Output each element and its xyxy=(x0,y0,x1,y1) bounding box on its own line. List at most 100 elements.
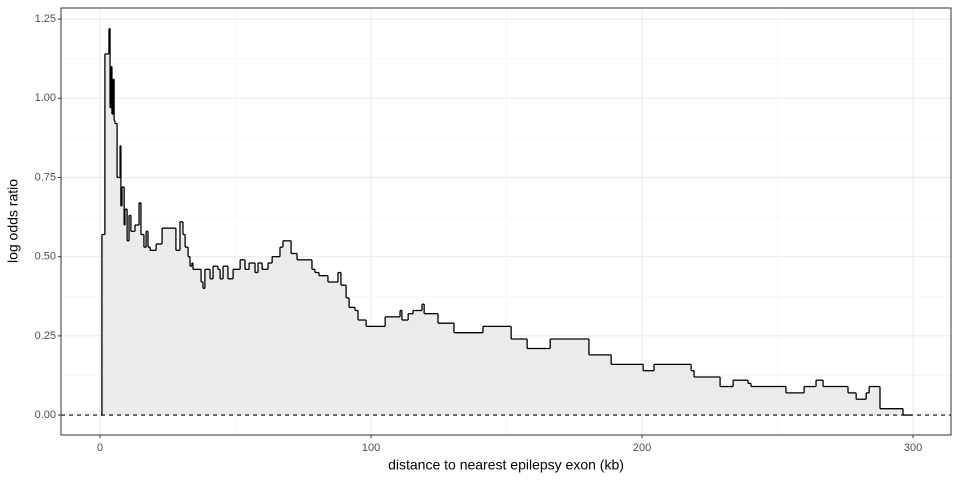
area-step xyxy=(114,123,118,416)
area-step xyxy=(268,262,273,416)
area-step xyxy=(182,234,186,416)
area-step xyxy=(282,240,292,416)
x-axis-label: distance to nearest epilepsy exon (kb) xyxy=(388,457,624,473)
area-step xyxy=(653,364,692,416)
area-step xyxy=(255,272,259,416)
area-step xyxy=(121,186,125,416)
area-step xyxy=(720,386,734,416)
y-tick-label: 0.75 xyxy=(35,171,56,183)
area-step xyxy=(146,231,149,416)
area-step xyxy=(804,386,817,416)
x-tick-label: 300 xyxy=(904,442,922,454)
area-step xyxy=(262,269,269,416)
area-step xyxy=(748,383,752,416)
area-step xyxy=(413,310,423,416)
y-tick-label: 0.25 xyxy=(35,330,56,342)
area-step xyxy=(117,177,120,416)
area-step xyxy=(346,297,350,416)
area-step xyxy=(150,250,157,416)
area-step xyxy=(137,224,140,416)
area-step xyxy=(611,364,644,416)
y-tick-label: 0.50 xyxy=(35,251,56,263)
area-step xyxy=(694,377,721,416)
area-step xyxy=(785,392,805,416)
area-step xyxy=(366,326,386,416)
area-step xyxy=(823,386,849,416)
area-step xyxy=(124,224,126,416)
area-step xyxy=(147,247,151,416)
area-step xyxy=(104,53,110,416)
area-step xyxy=(179,221,184,416)
area-step xyxy=(114,120,116,416)
area-step xyxy=(482,326,512,416)
area-step xyxy=(108,28,111,416)
area-step xyxy=(130,231,134,416)
area-step xyxy=(750,386,787,416)
area-step xyxy=(203,288,206,416)
x-tick-label: 200 xyxy=(633,442,651,454)
area-step xyxy=(213,266,219,416)
area-step xyxy=(421,304,425,416)
y-tick-label: 1.00 xyxy=(35,92,56,104)
area-step xyxy=(355,310,359,416)
area-step xyxy=(453,332,484,416)
area-step xyxy=(314,272,320,416)
area-step xyxy=(188,256,191,416)
area-step xyxy=(185,247,189,416)
area-step xyxy=(210,278,214,416)
y-tick-label: 0.00 xyxy=(35,409,56,421)
area-step xyxy=(358,320,367,416)
area-step xyxy=(856,399,867,416)
area-step xyxy=(226,266,229,416)
area-step xyxy=(297,259,313,416)
area-step xyxy=(192,269,199,416)
area-step xyxy=(240,259,246,416)
area-step xyxy=(245,269,250,416)
area-step xyxy=(190,266,193,416)
area-step xyxy=(220,278,224,416)
area-step xyxy=(258,262,263,416)
area-step xyxy=(869,386,881,416)
area-step xyxy=(110,107,112,416)
area-step xyxy=(272,256,281,416)
area-step xyxy=(156,243,163,416)
area-step xyxy=(279,247,284,416)
area-step xyxy=(349,307,356,416)
area-step xyxy=(643,370,655,416)
area-step xyxy=(249,262,256,416)
area-step xyxy=(118,177,121,416)
area-step xyxy=(848,392,857,416)
area-step xyxy=(866,392,870,416)
area-step xyxy=(198,269,202,416)
x-tick-label: 100 xyxy=(362,442,380,454)
panel-border xyxy=(60,7,952,436)
y-tick-label: 1.25 xyxy=(35,13,56,25)
area-step xyxy=(527,348,551,416)
area-step xyxy=(408,313,414,416)
area-step xyxy=(588,354,612,416)
area-step xyxy=(143,247,147,416)
area-step xyxy=(227,278,234,416)
area-step xyxy=(162,228,177,416)
area-step xyxy=(550,339,590,416)
area-step xyxy=(424,313,439,416)
area-step xyxy=(401,320,409,416)
area-step xyxy=(327,282,339,416)
x-tick-label: 0 xyxy=(97,442,103,454)
area-step xyxy=(223,266,227,416)
area-step xyxy=(400,310,403,416)
area-step xyxy=(319,275,329,416)
area-step xyxy=(134,224,139,416)
area-step xyxy=(437,323,455,416)
area-step xyxy=(816,380,824,416)
area-step xyxy=(113,79,115,416)
area-step xyxy=(111,66,113,416)
area-step xyxy=(120,145,122,416)
area-step xyxy=(511,339,528,416)
area-step xyxy=(124,209,128,416)
area-step xyxy=(191,262,194,416)
area-step xyxy=(127,240,130,416)
area-step xyxy=(879,408,904,416)
area-step xyxy=(139,202,142,416)
